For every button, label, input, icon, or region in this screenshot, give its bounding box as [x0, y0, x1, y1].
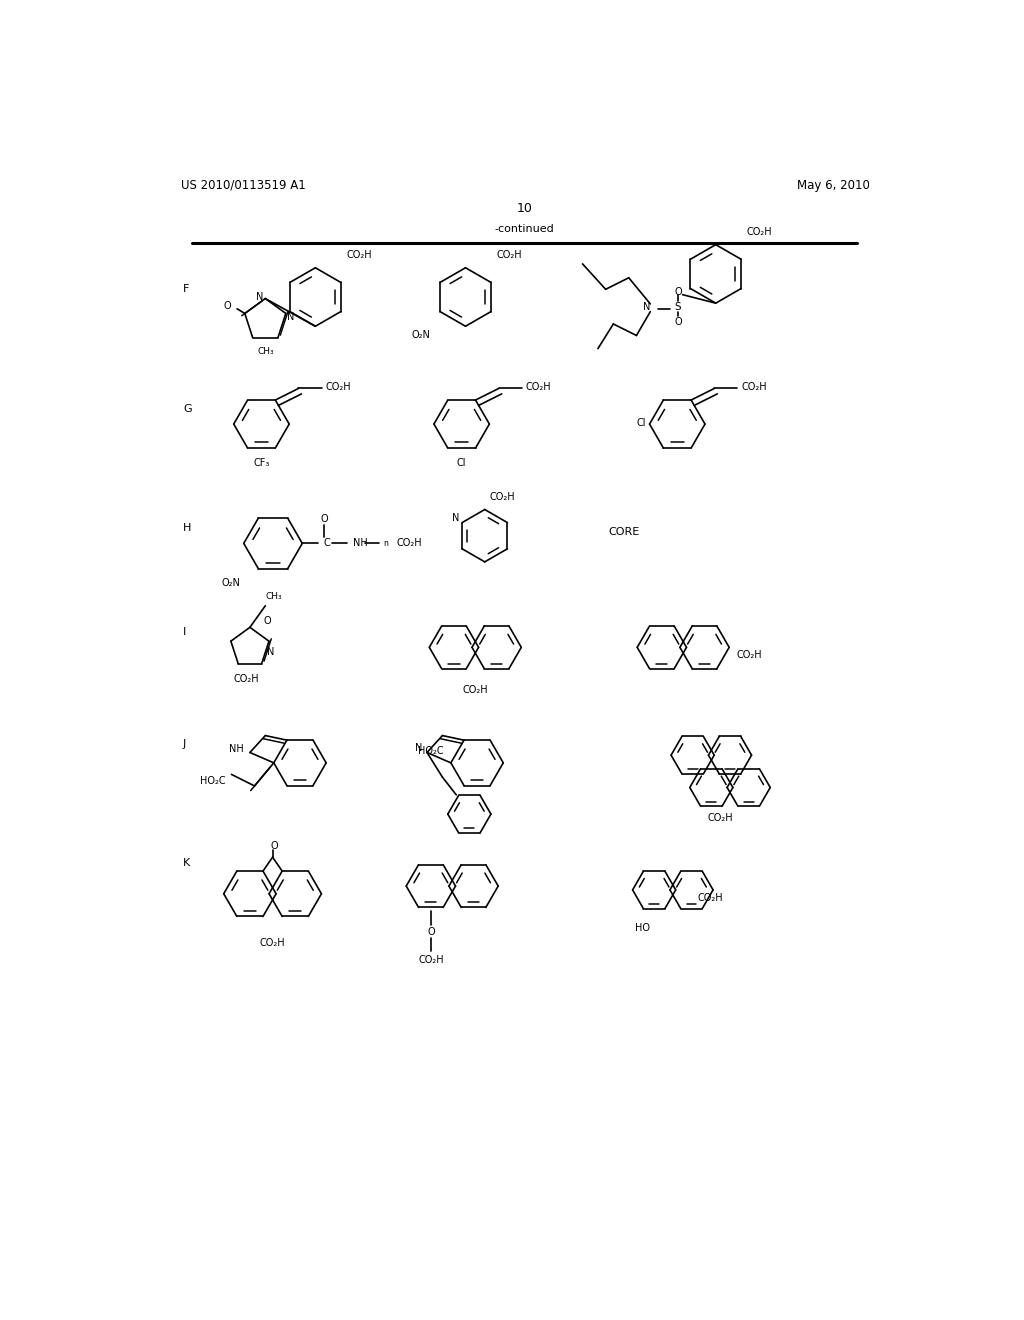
Text: 10: 10	[517, 202, 532, 215]
Text: HO: HO	[635, 924, 649, 933]
Text: HO₂C: HO₂C	[418, 746, 443, 755]
Text: O: O	[321, 513, 328, 524]
Text: CO₂H: CO₂H	[708, 813, 733, 824]
Text: CH₃: CH₃	[257, 347, 274, 356]
Text: N: N	[643, 302, 650, 312]
Text: CORE: CORE	[608, 527, 639, 537]
Text: O: O	[264, 616, 271, 626]
Text: N: N	[288, 312, 295, 322]
Text: NH: NH	[353, 539, 368, 548]
Text: -continued: -continued	[495, 224, 555, 234]
Text: O: O	[674, 317, 682, 327]
Text: CO₂H: CO₂H	[497, 251, 522, 260]
Text: CF₃: CF₃	[253, 458, 269, 467]
Text: N: N	[256, 292, 264, 302]
Text: May 6, 2010: May 6, 2010	[797, 178, 869, 191]
Text: S: S	[675, 302, 681, 312]
Text: I: I	[183, 627, 186, 638]
Text: NH: NH	[229, 744, 244, 755]
Text: CO₂H: CO₂H	[741, 381, 767, 392]
Text: CO₂H: CO₂H	[746, 227, 772, 238]
Text: HO₂C: HO₂C	[200, 776, 225, 785]
Text: O₂N: O₂N	[222, 578, 241, 589]
Text: Cl: Cl	[457, 458, 466, 467]
Text: N: N	[415, 743, 422, 752]
Text: K: K	[183, 858, 190, 869]
Text: C: C	[324, 539, 331, 548]
Text: Cl: Cl	[636, 417, 646, 428]
Text: O: O	[270, 841, 278, 851]
Text: CO₂H: CO₂H	[233, 675, 259, 684]
Text: O: O	[674, 286, 682, 297]
Text: CO₂H: CO₂H	[489, 492, 515, 502]
Text: O: O	[427, 927, 434, 937]
Text: CO₂H: CO₂H	[346, 251, 372, 260]
Text: CO₂H: CO₂H	[260, 939, 286, 948]
Text: O₂N: O₂N	[412, 330, 431, 341]
Text: J: J	[183, 739, 186, 748]
Text: US 2010/0113519 A1: US 2010/0113519 A1	[180, 178, 305, 191]
Text: CO₂H: CO₂H	[736, 649, 762, 660]
Text: CO₂H: CO₂H	[326, 381, 351, 392]
Text: CO₂H: CO₂H	[525, 381, 551, 392]
Text: H: H	[183, 523, 191, 533]
Text: CO₂H: CO₂H	[396, 539, 422, 548]
Text: G: G	[183, 404, 191, 413]
Text: CO₂H: CO₂H	[697, 892, 723, 903]
Text: N: N	[452, 513, 459, 523]
Text: CH₃: CH₃	[265, 593, 282, 601]
Text: CO₂H: CO₂H	[418, 954, 443, 965]
Text: O: O	[223, 301, 231, 310]
Text: F: F	[183, 284, 189, 294]
Text: N: N	[267, 647, 274, 657]
Text: CO₂H: CO₂H	[463, 685, 488, 694]
Text: n: n	[383, 539, 388, 548]
